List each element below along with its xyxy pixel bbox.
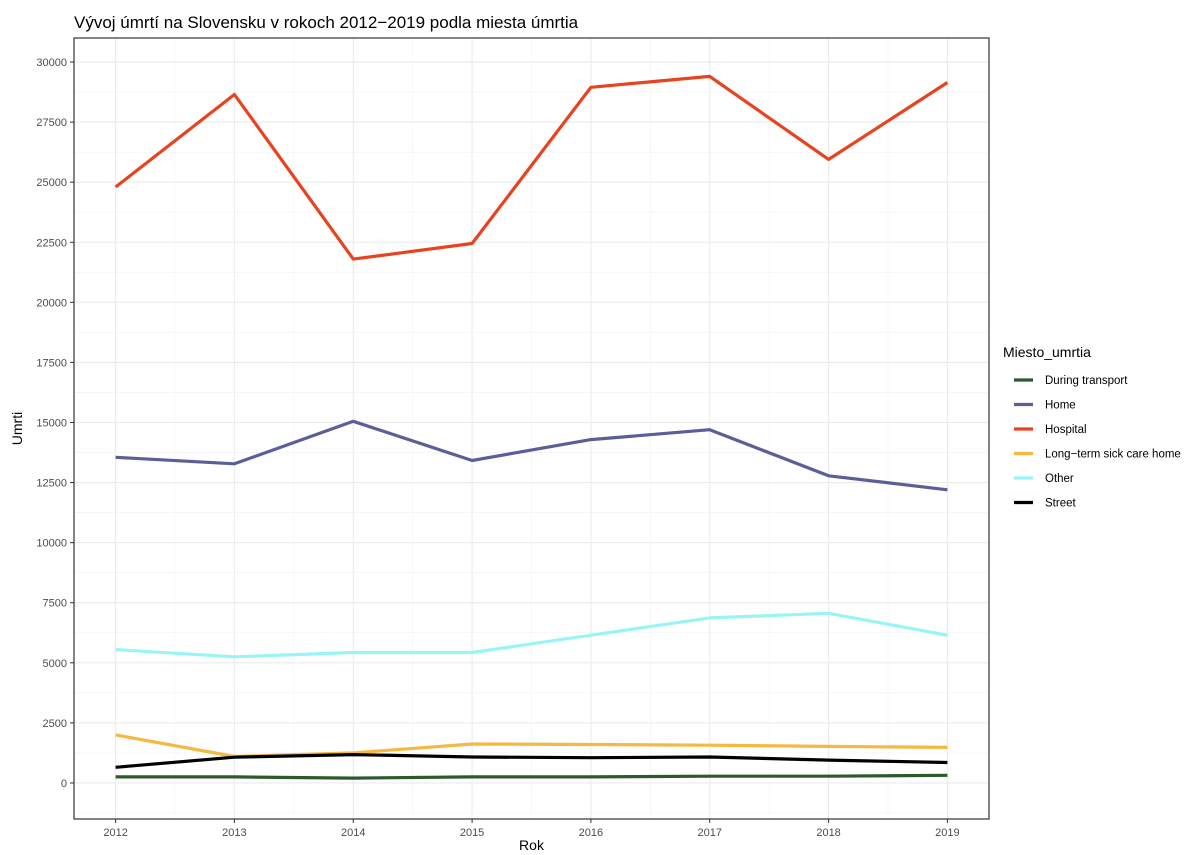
y-tick-label: 2500 [43,718,67,730]
x-tick-label: 2016 [579,827,603,839]
legend-label: Long−term sick care home [1045,449,1181,461]
legend-item-long-term-sick-care-home: Long−term sick care home [1014,449,1181,461]
series-lines [114,74,949,780]
x-tick-label: 2012 [103,827,127,839]
y-tick-label: 27500 [36,117,67,129]
x-tick-label: 2013 [222,827,246,839]
legend-label: Home [1045,400,1076,412]
legend-label: Street [1045,498,1076,510]
grid [74,38,989,819]
x-tick-label: 2014 [341,827,365,839]
plot-border [73,37,990,820]
legend-label: Hospital [1045,424,1087,436]
legend-title: Miesto_umrtia [1003,344,1091,360]
series-line-hospital [114,74,949,261]
legend-label: During transport [1045,375,1128,387]
legend: Miesto_umrtia During transport Home Hospit… [1003,344,1181,510]
series-line-street [115,752,948,769]
series-line-home [115,419,948,492]
legend-label: Other [1045,473,1074,485]
y-tick-label: 15000 [36,417,67,429]
y-tick-label: 5000 [43,658,67,670]
y-tick-label: 7500 [43,598,67,610]
x-tick-label: 2019 [935,827,959,839]
legend-item-other: Other [1014,473,1074,485]
legend-item-hospital: Hospital [1014,424,1087,436]
axes: 0 2500 5000 7500 10000 12500 15000 17500 20000 22… [36,57,959,839]
legend-item-street: Street [1014,498,1076,510]
series-line-during-transport [115,773,948,780]
y-axis-title: Umrti [9,412,25,445]
y-tick-label: 20000 [36,297,67,309]
y-tick-label: 10000 [36,538,67,550]
y-tick-label: 17500 [36,357,67,369]
x-tick-label: 2015 [460,827,484,839]
y-tick-label: 12500 [36,478,67,490]
legend-item-during-transport: During transport [1014,375,1128,387]
x-axis-title: Rok [519,837,545,853]
chart-title: Vývoj úmrtí na Slovensku v rokoch 2012−2… [74,13,579,32]
legend-item-home: Home [1014,400,1076,412]
y-tick-label: 25000 [36,177,67,189]
y-tick-label: 22500 [36,237,67,249]
y-tick-label: 30000 [36,57,67,69]
series-line-other [115,611,948,659]
x-tick-label: 2017 [698,827,722,839]
y-tick-label: 0 [61,778,67,790]
x-tick-label: 2018 [816,827,840,839]
